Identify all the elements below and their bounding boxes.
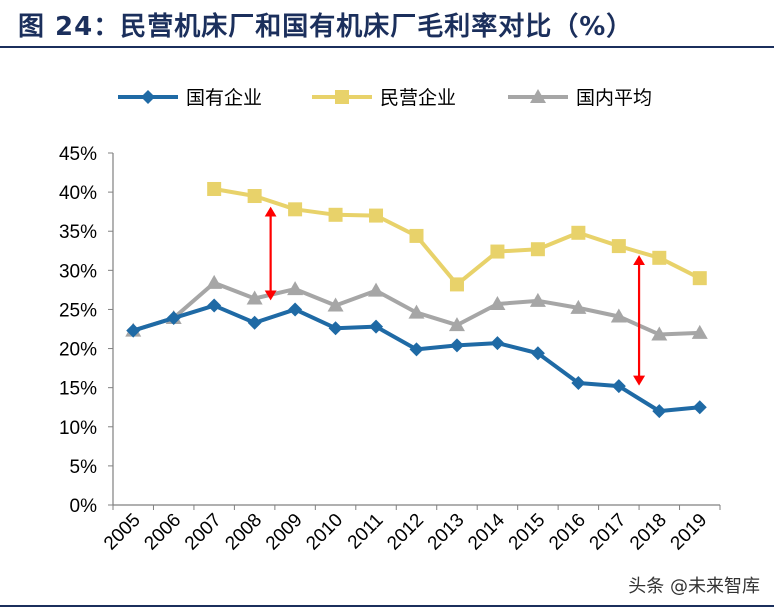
legend-label: 国有企业 (186, 87, 262, 109)
legend-item: 国有企业 (118, 87, 262, 109)
x-tick-label: 2016 (545, 510, 590, 555)
x-tick-label: 2019 (667, 510, 712, 555)
point-marker-triangle (529, 292, 546, 307)
bottom-rule (0, 605, 774, 607)
point-marker-triangle (408, 304, 425, 319)
point-marker-square (611, 239, 626, 254)
point-marker-diamond (409, 342, 424, 357)
annotation-layer (264, 206, 646, 386)
point-marker-triangle (489, 295, 506, 310)
point-marker-triangle (651, 326, 668, 341)
x-tick-label: 2018 (626, 510, 671, 555)
x-tick-label: 2013 (424, 510, 469, 555)
point-marker-square (652, 250, 667, 265)
point-marker-triangle (448, 317, 465, 332)
title-bar: 图 24：民营机床厂和国有机床厂毛利率对比（%） (0, 0, 774, 46)
series-line (213, 187, 701, 287)
point-marker-diamond (288, 302, 303, 317)
series-private (207, 181, 707, 292)
point-marker-square (692, 271, 707, 286)
point-marker-diamond (126, 323, 141, 338)
x-tick-label: 2012 (383, 510, 428, 555)
x-tick-label: 2006 (140, 510, 185, 555)
point-marker-triangle (206, 274, 223, 289)
point-marker-diamond (571, 375, 586, 390)
y-tick-label: 20% (59, 340, 97, 361)
y-tick-label: 15% (59, 379, 97, 400)
point-marker-diamond (530, 346, 545, 361)
point-marker-triangle (246, 290, 263, 305)
point-marker-triangle (570, 299, 587, 314)
x-tick-label: 2010 (302, 510, 347, 555)
x-tick-label: 2008 (221, 510, 266, 555)
point-marker-diamond (611, 379, 626, 394)
y-tick-label: 5% (70, 457, 98, 478)
point-marker-triangle (530, 89, 546, 103)
y-tick-label: 0% (70, 496, 98, 517)
point-marker-square (449, 277, 464, 292)
point-marker-square (328, 207, 343, 222)
point-marker-triangle (691, 324, 708, 339)
point-marker-diamond (328, 321, 343, 336)
x-tick-label: 2007 (181, 510, 226, 555)
y-tick-label: 45% (59, 144, 97, 165)
x-tick-label: 2011 (344, 510, 388, 554)
point-marker-diamond (369, 319, 384, 334)
point-marker-diamond (247, 315, 262, 330)
point-marker-square (409, 228, 424, 243)
point-marker-square (369, 208, 384, 223)
point-marker-diamond (449, 338, 464, 353)
x-tick-label: 2015 (505, 510, 550, 555)
title-rule (0, 46, 774, 48)
point-marker-triangle (327, 297, 344, 312)
y-tick-label: 10% (59, 418, 97, 439)
y-tick-label: 40% (59, 183, 97, 204)
legend-item: 民营企业 (312, 87, 456, 109)
point-marker-diamond (652, 404, 667, 419)
point-marker-diamond (692, 400, 707, 415)
point-marker-square (247, 189, 262, 204)
series-state-owned (126, 298, 707, 419)
figure-title: 图 24：民营机床厂和国有机床厂毛利率对比（%） (18, 12, 634, 42)
point-marker-diamond (166, 311, 181, 326)
point-marker-square (335, 90, 349, 104)
x-tick-label: 2009 (262, 510, 307, 555)
legend: 国有企业 民营企业 国内平均 (118, 87, 652, 109)
point-marker-triangle (287, 281, 304, 296)
point-marker-triangle (368, 282, 385, 297)
y-tick-label: 35% (59, 222, 97, 243)
x-tick-label: 2014 (464, 509, 509, 554)
point-marker-square (490, 244, 505, 259)
point-marker-square (571, 225, 586, 240)
point-marker-square (288, 202, 303, 217)
y-tick-label: 25% (59, 300, 97, 321)
point-marker-diamond (490, 336, 505, 351)
point-marker-square (207, 181, 222, 196)
point-marker-square (530, 242, 545, 257)
point-marker-diamond (141, 90, 155, 104)
x-tick-label: 2017 (586, 510, 631, 555)
x-tick-label: 2005 (100, 510, 145, 555)
point-marker-triangle (610, 308, 627, 323)
legend-label: 民营企业 (380, 87, 456, 109)
y-tick-label: 30% (59, 261, 97, 282)
watermark: 头条 @未来智库 (628, 576, 760, 597)
point-marker-diamond (207, 298, 222, 313)
axes: 0% 5% 10% 15% 20% 25% 30% 35% 40% 45% 200520062007… (59, 144, 721, 555)
series-layer (125, 181, 708, 419)
legend-label: 国内平均 (576, 87, 652, 109)
legend-item: 国内平均 (508, 87, 652, 109)
